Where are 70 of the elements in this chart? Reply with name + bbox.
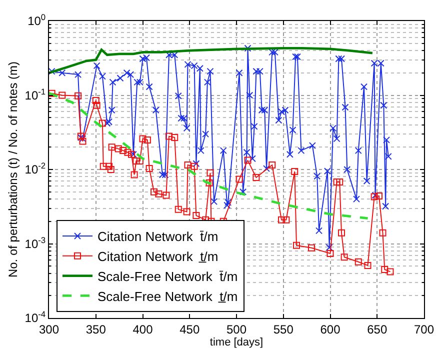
x-tick-label: 650 (367, 322, 388, 336)
point (379, 229, 386, 236)
point (184, 161, 192, 168)
point (326, 250, 334, 257)
x-tick-label: 600 (320, 322, 341, 336)
point (338, 229, 345, 236)
point (130, 171, 138, 178)
point (166, 132, 172, 140)
point (171, 134, 178, 141)
point (206, 179, 213, 186)
y-tick-label: 10$^{0}$ (28, 12, 46, 28)
y-tick-label: 10$^{-3}$ (24, 234, 46, 251)
point (146, 165, 153, 172)
x-axis-title: time [days] (210, 336, 264, 349)
point (282, 216, 290, 224)
line-series (49, 47, 374, 74)
point (120, 147, 127, 154)
y-axis-title: No. of perturbations (t) / No. of notes (m) (6, 61, 20, 278)
point (79, 138, 86, 145)
point (155, 190, 162, 198)
point (124, 148, 132, 156)
point (291, 168, 298, 175)
point (162, 192, 170, 199)
point (308, 244, 315, 252)
point (244, 156, 252, 164)
point (376, 192, 382, 200)
point (381, 266, 388, 273)
x-tick-label: 400 (132, 322, 154, 336)
point (340, 254, 348, 261)
point (174, 206, 182, 213)
point (236, 176, 243, 183)
x-tick-label: 550 (273, 322, 294, 336)
point (354, 258, 362, 266)
point (252, 174, 260, 182)
y-tick-label: 10$^{-2}$ (24, 160, 46, 177)
legend-label: Citation Network t̲/m (98, 248, 218, 264)
point (100, 162, 107, 170)
point (293, 242, 300, 249)
point (333, 178, 340, 186)
point (106, 162, 112, 170)
point (114, 145, 122, 152)
point (132, 158, 140, 165)
legend-label: Scale-Free Network t̲/m (98, 288, 238, 304)
point (336, 178, 344, 186)
point (192, 212, 200, 220)
y-tick-label: 10$^{-1}$ (24, 86, 46, 102)
point (190, 162, 198, 170)
point (139, 135, 146, 142)
point (364, 262, 372, 269)
point (278, 216, 285, 224)
point (58, 92, 66, 99)
point (268, 161, 276, 168)
point (206, 169, 214, 176)
point (144, 136, 151, 144)
point (93, 102, 100, 109)
point (150, 188, 158, 196)
x-tick-label: 500 (226, 322, 247, 336)
point (183, 208, 190, 216)
point (74, 92, 82, 100)
point (386, 268, 394, 276)
x-tick-label: 700 (414, 322, 434, 336)
point (108, 144, 116, 151)
legend-label: Citation Network t̄/m (98, 229, 218, 244)
x-tick-label: 350 (86, 322, 106, 336)
point (107, 166, 114, 173)
point (49, 90, 56, 97)
legend-label: Scale-Free Network t̄/m (98, 268, 238, 284)
x-tick-label: 450 (180, 322, 200, 336)
point (92, 96, 100, 104)
point (98, 120, 106, 127)
